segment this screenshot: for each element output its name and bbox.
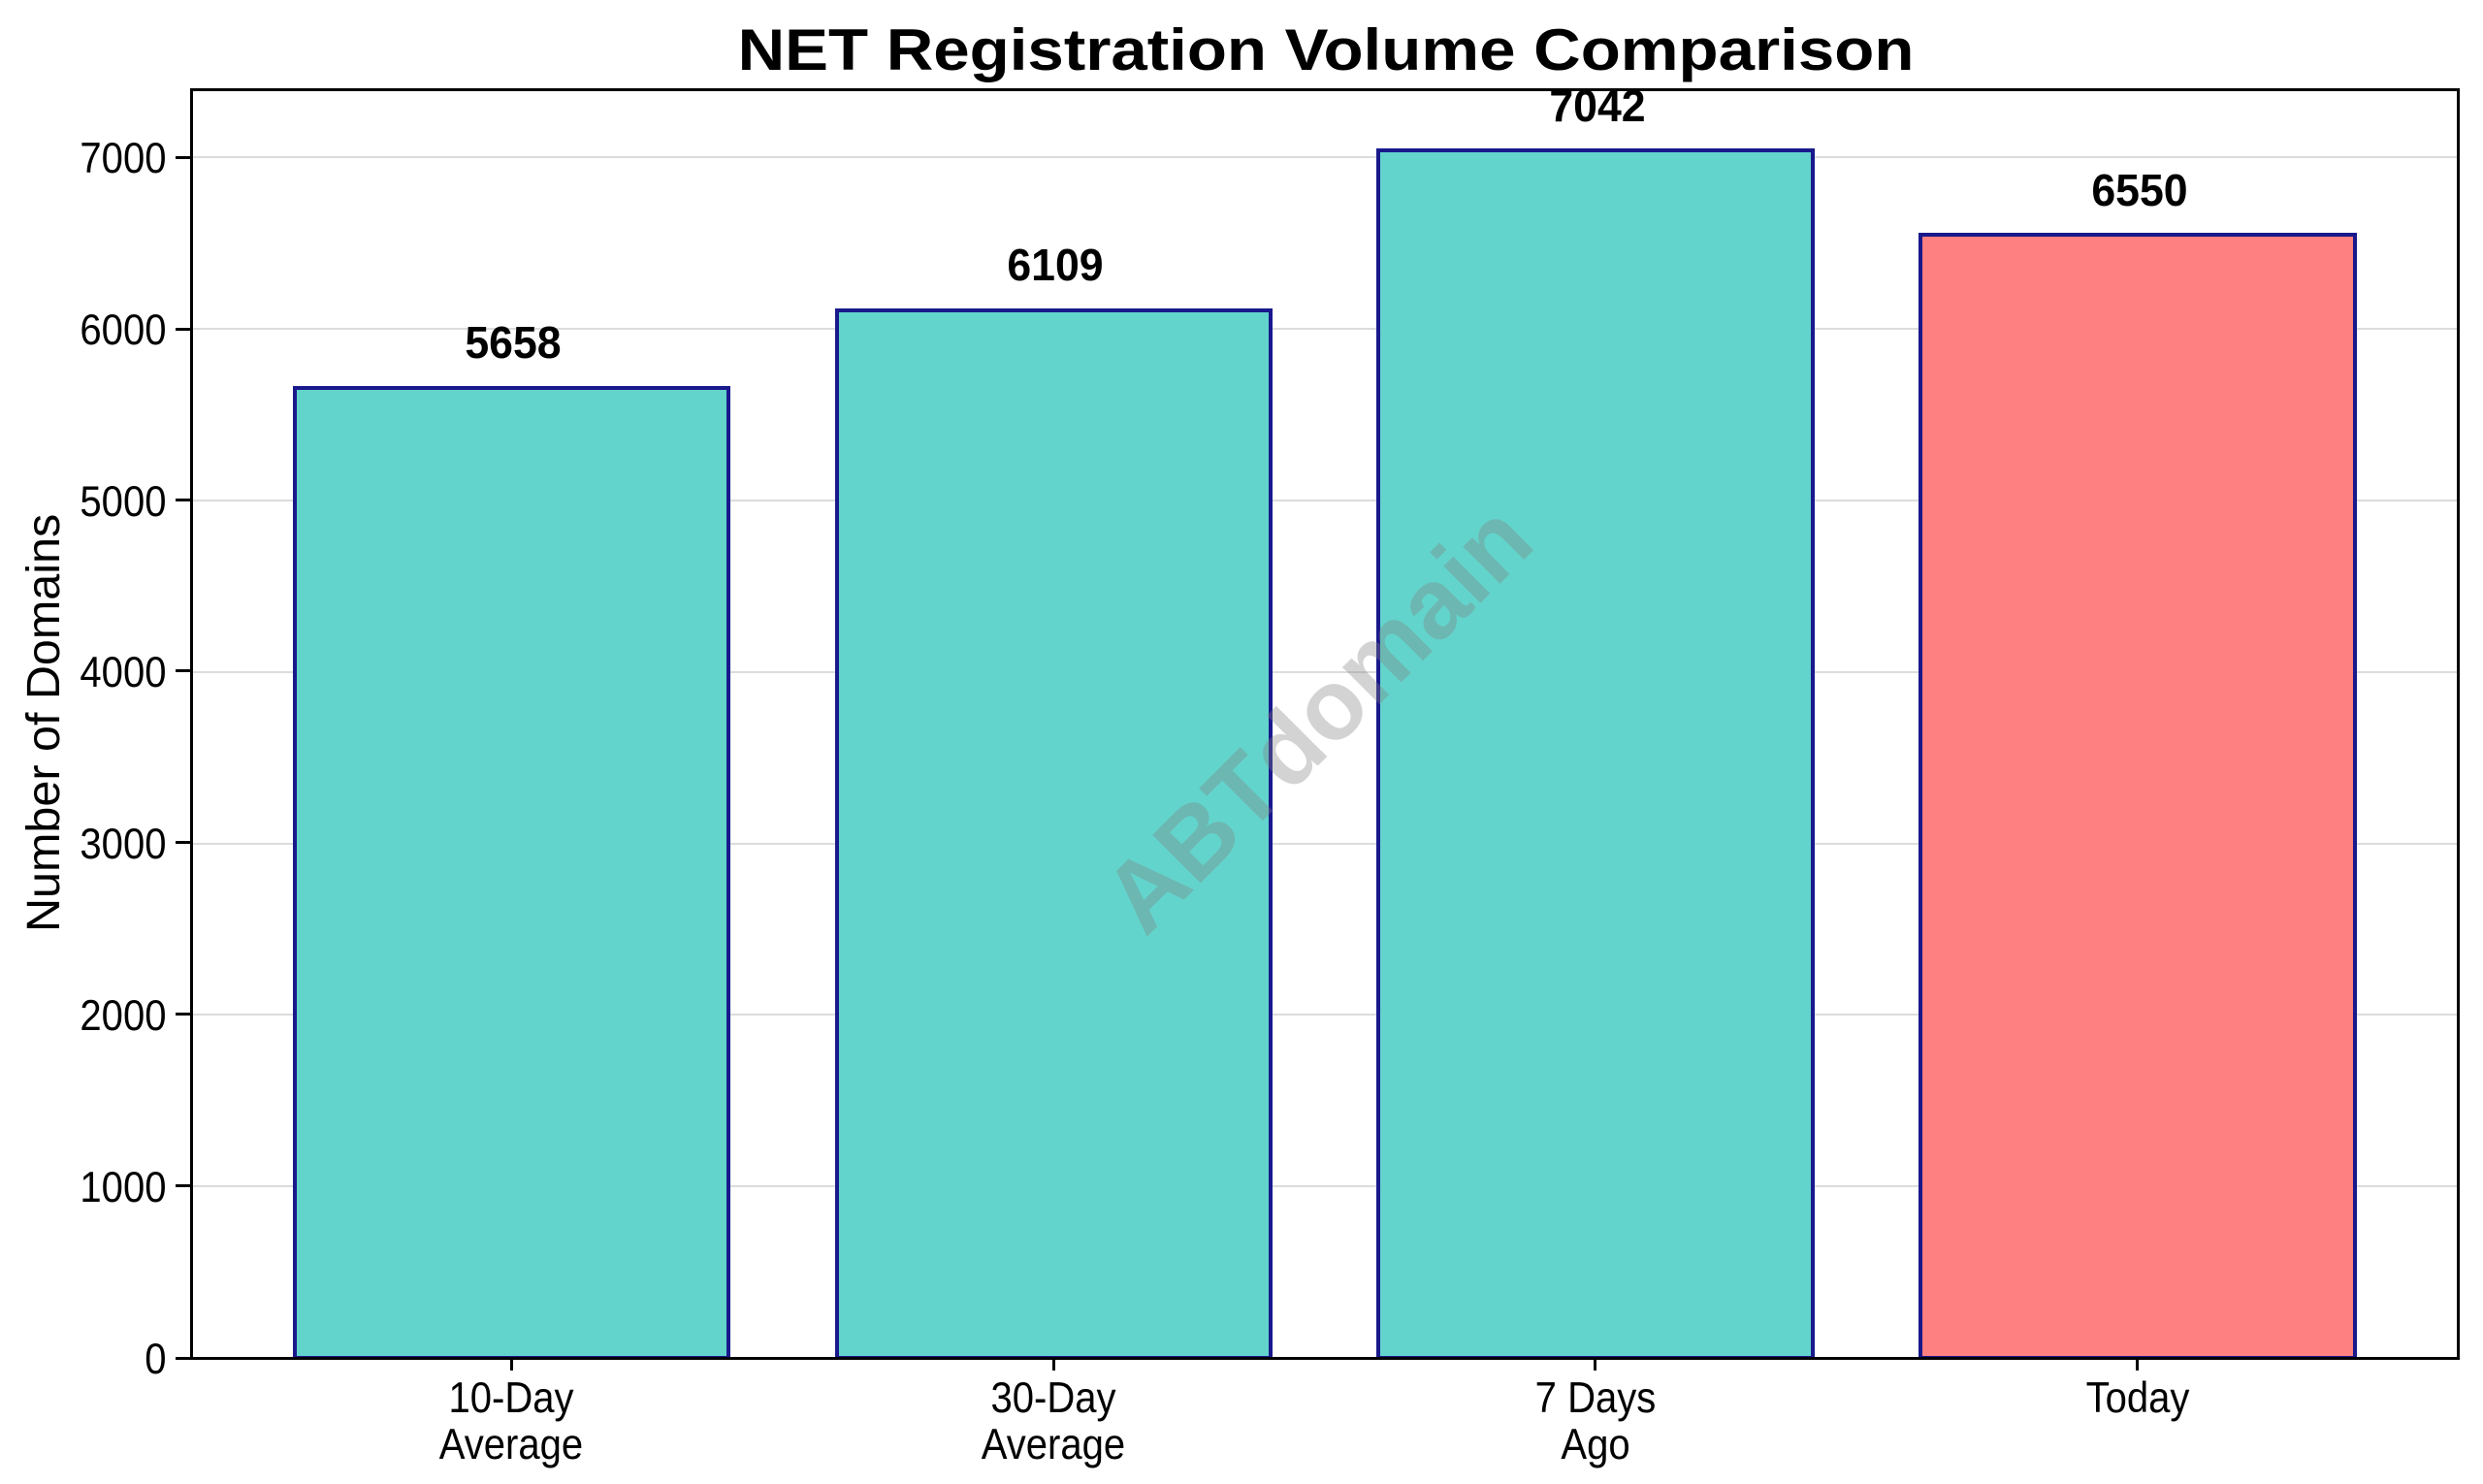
svg-text:ABTdomain: ABTdomain <box>1082 483 1553 953</box>
